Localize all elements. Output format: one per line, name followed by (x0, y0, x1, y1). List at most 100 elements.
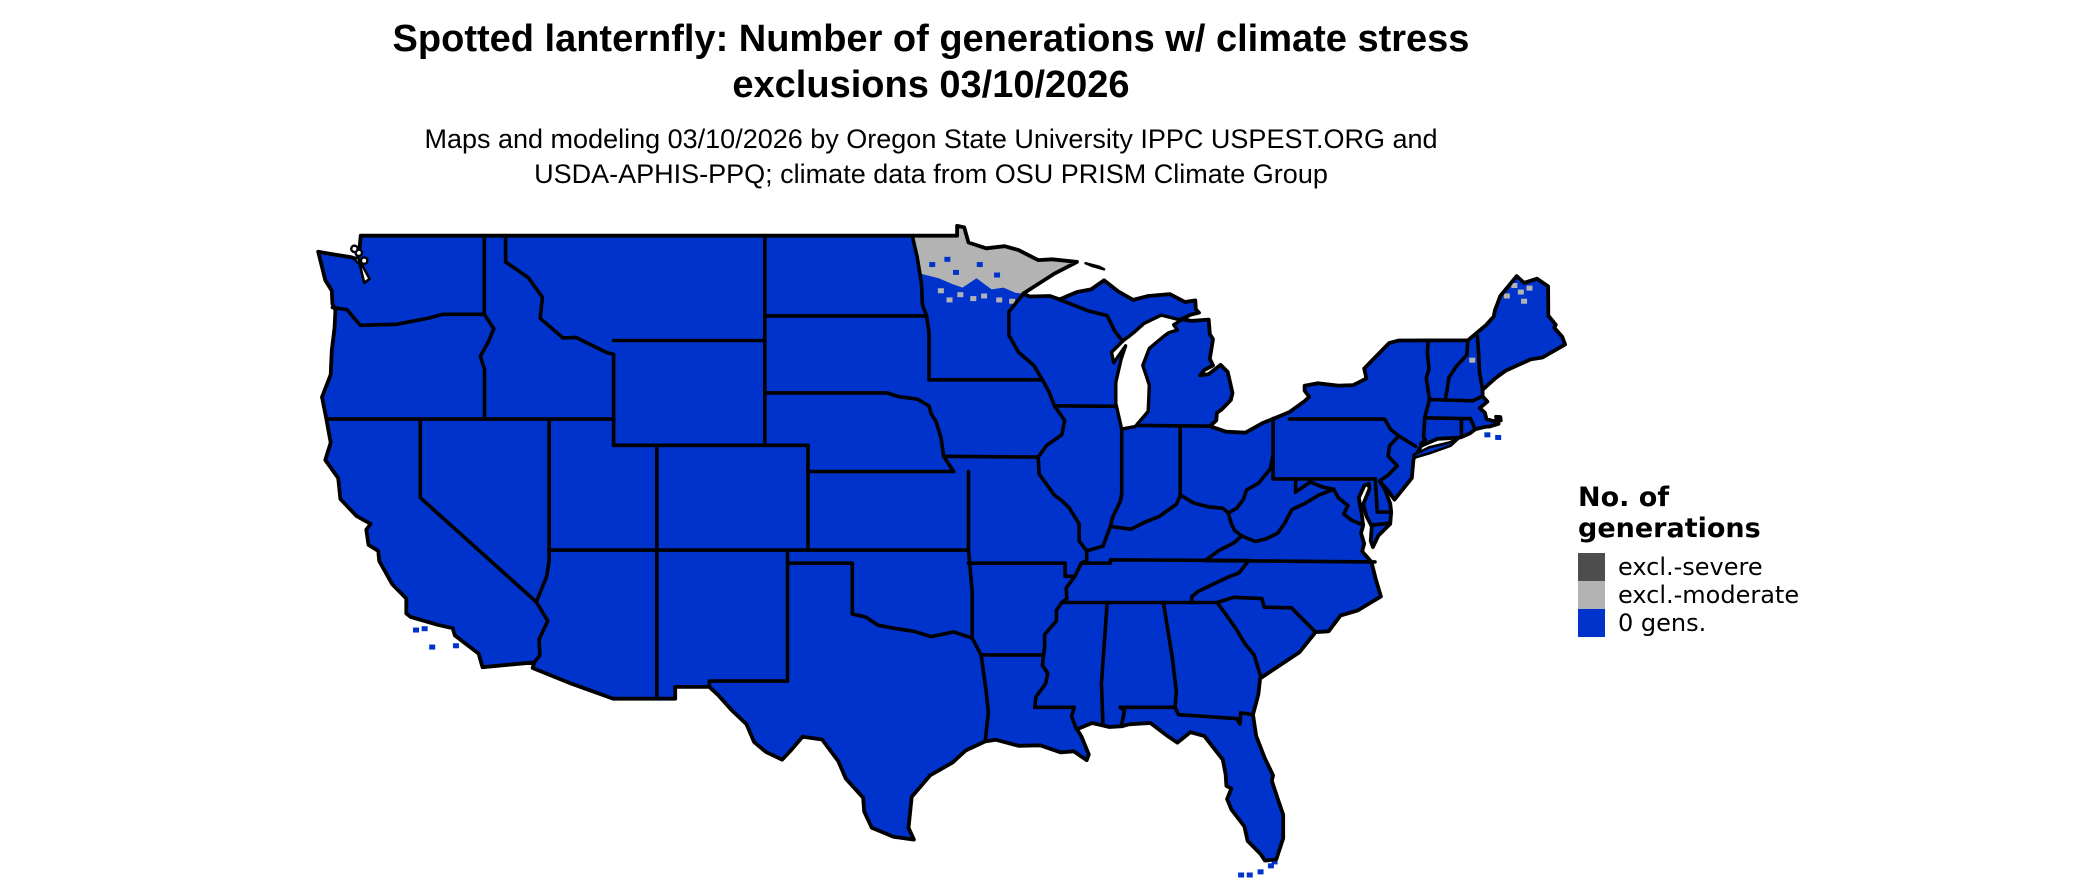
map-legend: No. of generations excl.-severe excl.-mod… (1578, 482, 1799, 637)
legend-swatch-icon (1578, 581, 1605, 609)
blue-speck (429, 644, 436, 650)
state-border (1468, 416, 1477, 430)
national-border (316, 223, 1567, 863)
figure-header: Spotted lanternfly: Number of generation… (0, 16, 1862, 192)
state-border (1215, 595, 1318, 634)
blue-speck (1238, 872, 1245, 878)
blue-speck (994, 272, 1001, 278)
legend-items: excl.-severe excl.-moderate 0 gens. (1578, 553, 1799, 637)
state-border (979, 653, 991, 743)
blue-speck (1495, 434, 1502, 440)
legend-title-line2: generations (1578, 513, 1761, 544)
isle-royale (1084, 261, 1106, 271)
state-border (1099, 600, 1109, 725)
exclusion-moderate-speck (957, 292, 964, 298)
state-border (1079, 558, 1251, 565)
state-border (1293, 477, 1336, 494)
legend-swatch-icon (1578, 609, 1605, 637)
state-border (478, 312, 496, 421)
exclusion-moderate-speck (1526, 285, 1533, 291)
blue-speck (944, 256, 951, 262)
minnesota-exclusion-moderate-zone (913, 225, 1077, 294)
blue-speck (929, 262, 936, 268)
exclusion-moderate-speck (981, 293, 988, 299)
state-border (1373, 477, 1393, 514)
state-border (910, 233, 931, 382)
us-map (316, 223, 1567, 878)
blue-speck (413, 627, 419, 633)
state-border (1475, 330, 1485, 392)
us-map-container (308, 220, 1578, 880)
blue-speck (1484, 432, 1491, 438)
legend-item-label: excl.-moderate (1618, 581, 1800, 609)
state-border (707, 679, 790, 689)
state-border (1427, 394, 1485, 403)
state-border (534, 548, 551, 604)
exclusion-moderate-speck (996, 297, 1003, 303)
state-border (1189, 558, 1251, 605)
state-border (503, 233, 616, 357)
legend-item: excl.-severe (1578, 553, 1799, 581)
state-border (330, 305, 487, 328)
state-border (927, 404, 956, 474)
legend-title-line1: No. of (1578, 482, 1670, 513)
state-border (1133, 423, 1212, 428)
legend-item: excl.-moderate (1578, 581, 1799, 609)
state-border (1084, 453, 1275, 553)
state-border (532, 600, 550, 665)
legend-swatch-icon (1578, 553, 1605, 581)
state-border (1331, 487, 1365, 527)
state-border (1203, 558, 1377, 564)
page-title-line2: exclusions 03/10/2026 (732, 64, 1130, 106)
figure-subtitle: Maps and modeling 03/10/2026 by Oregon S… (0, 122, 1862, 192)
state-border (785, 561, 974, 640)
exclusion-moderate-speck (1517, 289, 1524, 295)
blue-speck (421, 626, 428, 632)
blue-speck (1267, 863, 1274, 869)
state-border (1226, 511, 1244, 538)
state-border (1215, 600, 1262, 677)
state-border (1007, 292, 1045, 382)
state-border (970, 636, 983, 657)
state-border (1419, 397, 1432, 446)
state-border (1057, 297, 1123, 341)
state-border (1370, 521, 1392, 527)
lake-michigan (1109, 313, 1183, 431)
state-border (1118, 705, 1255, 726)
blue-speck (452, 643, 459, 649)
exclusion-moderate-speck (1009, 298, 1016, 304)
exclusion-moderate-speck (1521, 298, 1528, 304)
state-border (1443, 338, 1470, 402)
state-border (418, 417, 539, 604)
blue-speck (953, 269, 959, 275)
state-border (1036, 378, 1089, 579)
state-border (763, 391, 931, 408)
long-island (1412, 437, 1460, 460)
state-border (1033, 705, 1079, 731)
us-land-fill (318, 225, 1566, 861)
state-border (1240, 487, 1336, 544)
state-border (1108, 427, 1124, 529)
legend-item: 0 gens. (1578, 609, 1799, 637)
subtitle-line2: USDA-APHIS-PPQ; climate data from OSU PR… (534, 159, 1328, 189)
exclusion-moderate-speck (946, 297, 953, 303)
legend-item-label: excl.-severe (1618, 553, 1763, 581)
legend-item-label: 0 gens. (1618, 609, 1707, 637)
state-border (1161, 600, 1179, 710)
blue-speck (976, 262, 983, 268)
puget-sound (353, 255, 371, 285)
state-border (1287, 417, 1401, 438)
blue-speck (1246, 872, 1253, 878)
state-border (1397, 434, 1418, 449)
exclusion-moderate-speck (970, 296, 977, 302)
page-title-line1: Spotted lanternfly: Number of generation… (392, 18, 1470, 60)
exclusion-moderate-speck (1469, 357, 1476, 363)
exclusion-moderate-speck (1511, 283, 1518, 288)
legend-title: No. of generations (1578, 482, 1799, 544)
state-border (1118, 705, 1127, 727)
state-border (1033, 574, 1077, 710)
blue-speck (1271, 859, 1278, 865)
subtitle-line1: Maps and modeling 03/10/2026 by Oregon S… (424, 124, 1438, 154)
puget-islet (359, 256, 369, 266)
